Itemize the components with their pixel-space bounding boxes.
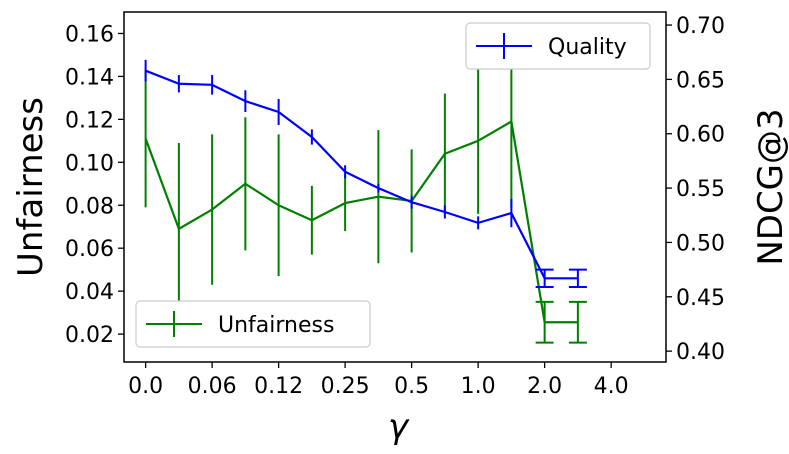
x-tick-label: 0.5 [394,374,429,399]
x-axis-title: γ [388,407,410,447]
y-axis-left-title: Unfairness [11,97,51,277]
y-left-tick-label: 0.04 [65,280,114,305]
y-right-tick-label: 0.40 [676,340,725,365]
y-left-tick-label: 0.14 [65,65,114,90]
plot-frame [123,11,667,363]
y-left-tick-label: 0.08 [65,194,114,219]
quality-line [145,69,578,280]
x-tick-label: 0.0 [128,374,163,399]
x-tick-label: 1.0 [461,374,496,399]
y-right-tick-label: 0.45 [676,286,725,311]
legend-unfairness-label: Unfairness [218,313,334,338]
x-tick-label: 0.12 [254,374,303,399]
y-left-tick-label: 0.02 [65,323,114,348]
y-right-tick-label: 0.65 [676,68,725,93]
legend-unfairness: Unfairness [135,300,371,348]
y-right-tick-label: 0.70 [676,14,725,39]
y-axis-right-title: NDCG@3 [751,108,789,265]
y-left-tick-label: 0.16 [65,22,114,47]
y-right-tick-label: 0.55 [676,177,725,202]
unfairness-line [144,120,578,324]
x-axis: 0.0 0.06 0.12 0.25 0.5 1.0 2.0 4.0 [128,362,629,399]
x-tick-label: 4.0 [594,374,629,399]
legend-quality-box [465,22,651,70]
y-right-tick-label: 0.50 [676,231,725,256]
legend-quality: Quality [465,22,651,70]
legend-unfairness-box [135,300,371,348]
x-tick-label: 0.06 [188,374,237,399]
y-axis-right: 0.40 0.45 0.50 0.55 0.60 0.65 0.70 [666,14,725,365]
series-quality [144,59,587,288]
y-axis-left: 0.02 0.04 0.06 0.08 0.10 0.12 0.14 0.16 [65,22,124,348]
x-tick-label: 2.0 [527,374,562,399]
legend-quality-label: Quality [548,35,627,60]
x-tick-label: 0.25 [321,374,370,399]
y-right-tick-label: 0.60 [676,123,725,148]
y-left-tick-label: 0.06 [65,237,114,262]
y-left-tick-label: 0.12 [65,108,114,133]
plot-layer [144,35,587,344]
y-left-tick-label: 0.10 [65,151,114,176]
